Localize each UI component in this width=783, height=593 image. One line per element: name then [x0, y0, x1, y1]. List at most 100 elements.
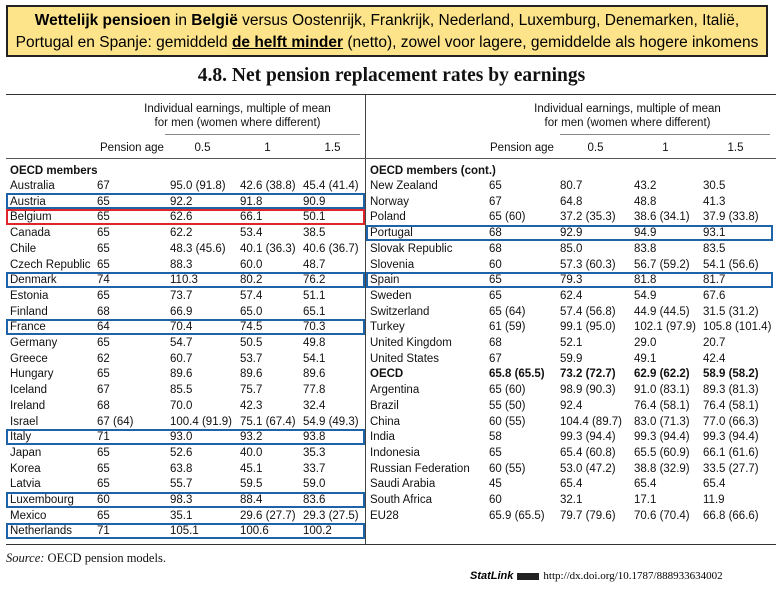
row-cell: 40.1 (36.3)	[240, 242, 296, 255]
row-cell: 65 (64)	[489, 305, 526, 318]
row-cell: 37.2 (35.3)	[560, 211, 616, 224]
row-cell: 67	[489, 195, 502, 208]
row-country: Germany	[10, 337, 58, 349]
row-country: Australia	[10, 180, 55, 192]
row-cell: 60	[489, 494, 502, 506]
row-cell: 74	[97, 274, 110, 287]
row-cell: 29.0	[634, 337, 657, 349]
row-cell: 104.4 (89.7)	[560, 415, 623, 428]
row-cell: 38.8 (32.9)	[634, 462, 690, 475]
row-cell: 50.1	[303, 211, 326, 224]
row-country: Canada	[10, 227, 51, 240]
row-country: Argentina	[370, 384, 420, 397]
row-cell: 48.7	[303, 258, 326, 271]
row-cell: 83.0 (71.3)	[634, 415, 690, 428]
row-country: China	[370, 415, 401, 428]
row-cell: 65	[97, 368, 110, 381]
row-cell: 65	[97, 242, 110, 255]
row-cell: 65	[97, 478, 110, 491]
row-cell: 55 (50)	[489, 399, 526, 412]
row-cell: 105.8 (101.4)	[703, 321, 772, 334]
row-country: Spain	[370, 274, 400, 287]
row-country: Russian Federation	[370, 462, 470, 475]
right-col-age: Pension age	[490, 142, 554, 154]
row-cell: 60	[489, 258, 502, 271]
row-cell: 48.3 (45.6)	[170, 242, 226, 255]
highlight-denmark	[6, 272, 365, 288]
row-cell: 54.7	[170, 337, 193, 349]
row-cell: 100.6	[240, 525, 269, 538]
right-group-rule	[560, 134, 770, 135]
row-cell: 68	[97, 305, 110, 318]
row-cell: 93.2	[240, 431, 263, 444]
banner-text-2: versus Oostenrijk, Frankrijk, Nederland,…	[237, 12, 740, 29]
header-bottom-rule	[6, 158, 776, 159]
row-cell: 60.7	[170, 352, 193, 365]
row-country: Czech Republic	[10, 258, 91, 271]
row-cell: 92.2	[170, 195, 193, 208]
row-cell: 102.1 (97.9)	[634, 321, 697, 334]
row-cell: 100.4 (91.9)	[170, 415, 233, 428]
row-cell: 67 (64)	[97, 415, 134, 428]
row-country: Japan	[10, 446, 42, 459]
row-cell: 49.8	[303, 337, 326, 349]
row-cell: 29.3 (27.5)	[303, 509, 359, 522]
banner-bold-1: Wettelijk pensioen	[34, 12, 171, 29]
banner-text-4: (netto), zowel voor lagere, gemiddelde a…	[343, 34, 759, 51]
statlink-url[interactable]: http://dx.doi.org/10.1787/888933634002	[543, 570, 723, 582]
row-cell: 65	[97, 195, 110, 208]
row-cell: 99.3 (94.4)	[634, 431, 690, 444]
row-cell: 65	[97, 337, 110, 349]
row-cell: 57.4	[240, 289, 263, 302]
row-cell: 62.6	[170, 211, 193, 224]
row-cell: 58.9 (58.2)	[703, 368, 759, 381]
row-cell: 67	[97, 384, 110, 397]
row-cell: 65	[97, 211, 110, 224]
row-cell: 89.3 (81.3)	[703, 384, 759, 397]
row-country: Greece	[10, 352, 48, 365]
row-cell: 65	[489, 180, 502, 192]
row-cell: 79.7 (79.6)	[560, 509, 616, 522]
row-country: Belgium	[10, 211, 52, 224]
row-cell: 65.4 (60.8)	[560, 446, 616, 459]
row-cell: 54.9	[634, 289, 657, 302]
row-cell: 68	[97, 399, 110, 412]
row-cell: 32.4	[303, 399, 326, 412]
left-col-age: Pension age	[100, 142, 164, 154]
right-col-1: 1	[662, 142, 669, 154]
row-cell: 40.6 (36.7)	[303, 242, 359, 255]
row-cell: 65.9 (65.5)	[489, 509, 545, 522]
row-cell: 77.8	[303, 384, 326, 397]
right-group-header-line1: Individual earnings, multiple of mean	[534, 103, 721, 115]
row-cell: 75.7	[240, 384, 263, 397]
right-section-title: OECD members (cont.)	[370, 165, 496, 177]
row-cell: 74.5	[240, 321, 263, 334]
row-country: Italy	[10, 431, 32, 444]
row-cell: 71	[97, 431, 110, 444]
row-cell: 99.3 (94.4)	[560, 431, 616, 444]
row-cell: 88.4	[240, 494, 263, 506]
row-cell: 65.0	[240, 305, 263, 318]
source-note: Source: OECD pension models.	[6, 551, 166, 566]
row-cell: 88.3	[170, 258, 193, 271]
highlight-italy	[6, 429, 365, 445]
banner-text-1: in	[170, 12, 192, 29]
highlight-luxembourg	[6, 492, 365, 508]
row-cell: 67	[489, 352, 502, 365]
row-cell: 58	[489, 431, 502, 444]
statlink[interactable]: StatLink http://dx.doi.org/10.1787/888933…	[470, 570, 723, 582]
right-col-15: 1.5	[727, 142, 744, 154]
row-cell: 76.2	[303, 274, 326, 287]
row-cell: 65	[97, 258, 110, 271]
row-cell: 61 (59)	[489, 321, 526, 334]
row-cell: 59.5	[240, 478, 263, 491]
row-cell: 65.4	[560, 478, 583, 491]
row-country: Turkey	[370, 321, 405, 334]
left-col-05: 0.5	[194, 142, 211, 154]
row-cell: 77.0 (66.3)	[703, 415, 759, 428]
row-cell: 70.0	[170, 399, 193, 412]
row-cell: 67.6	[703, 289, 726, 302]
right-group-header-line2: for men (women where different)	[544, 117, 711, 129]
row-cell: 65.8 (65.5)	[489, 368, 545, 381]
row-cell: 98.9 (90.3)	[560, 384, 616, 397]
